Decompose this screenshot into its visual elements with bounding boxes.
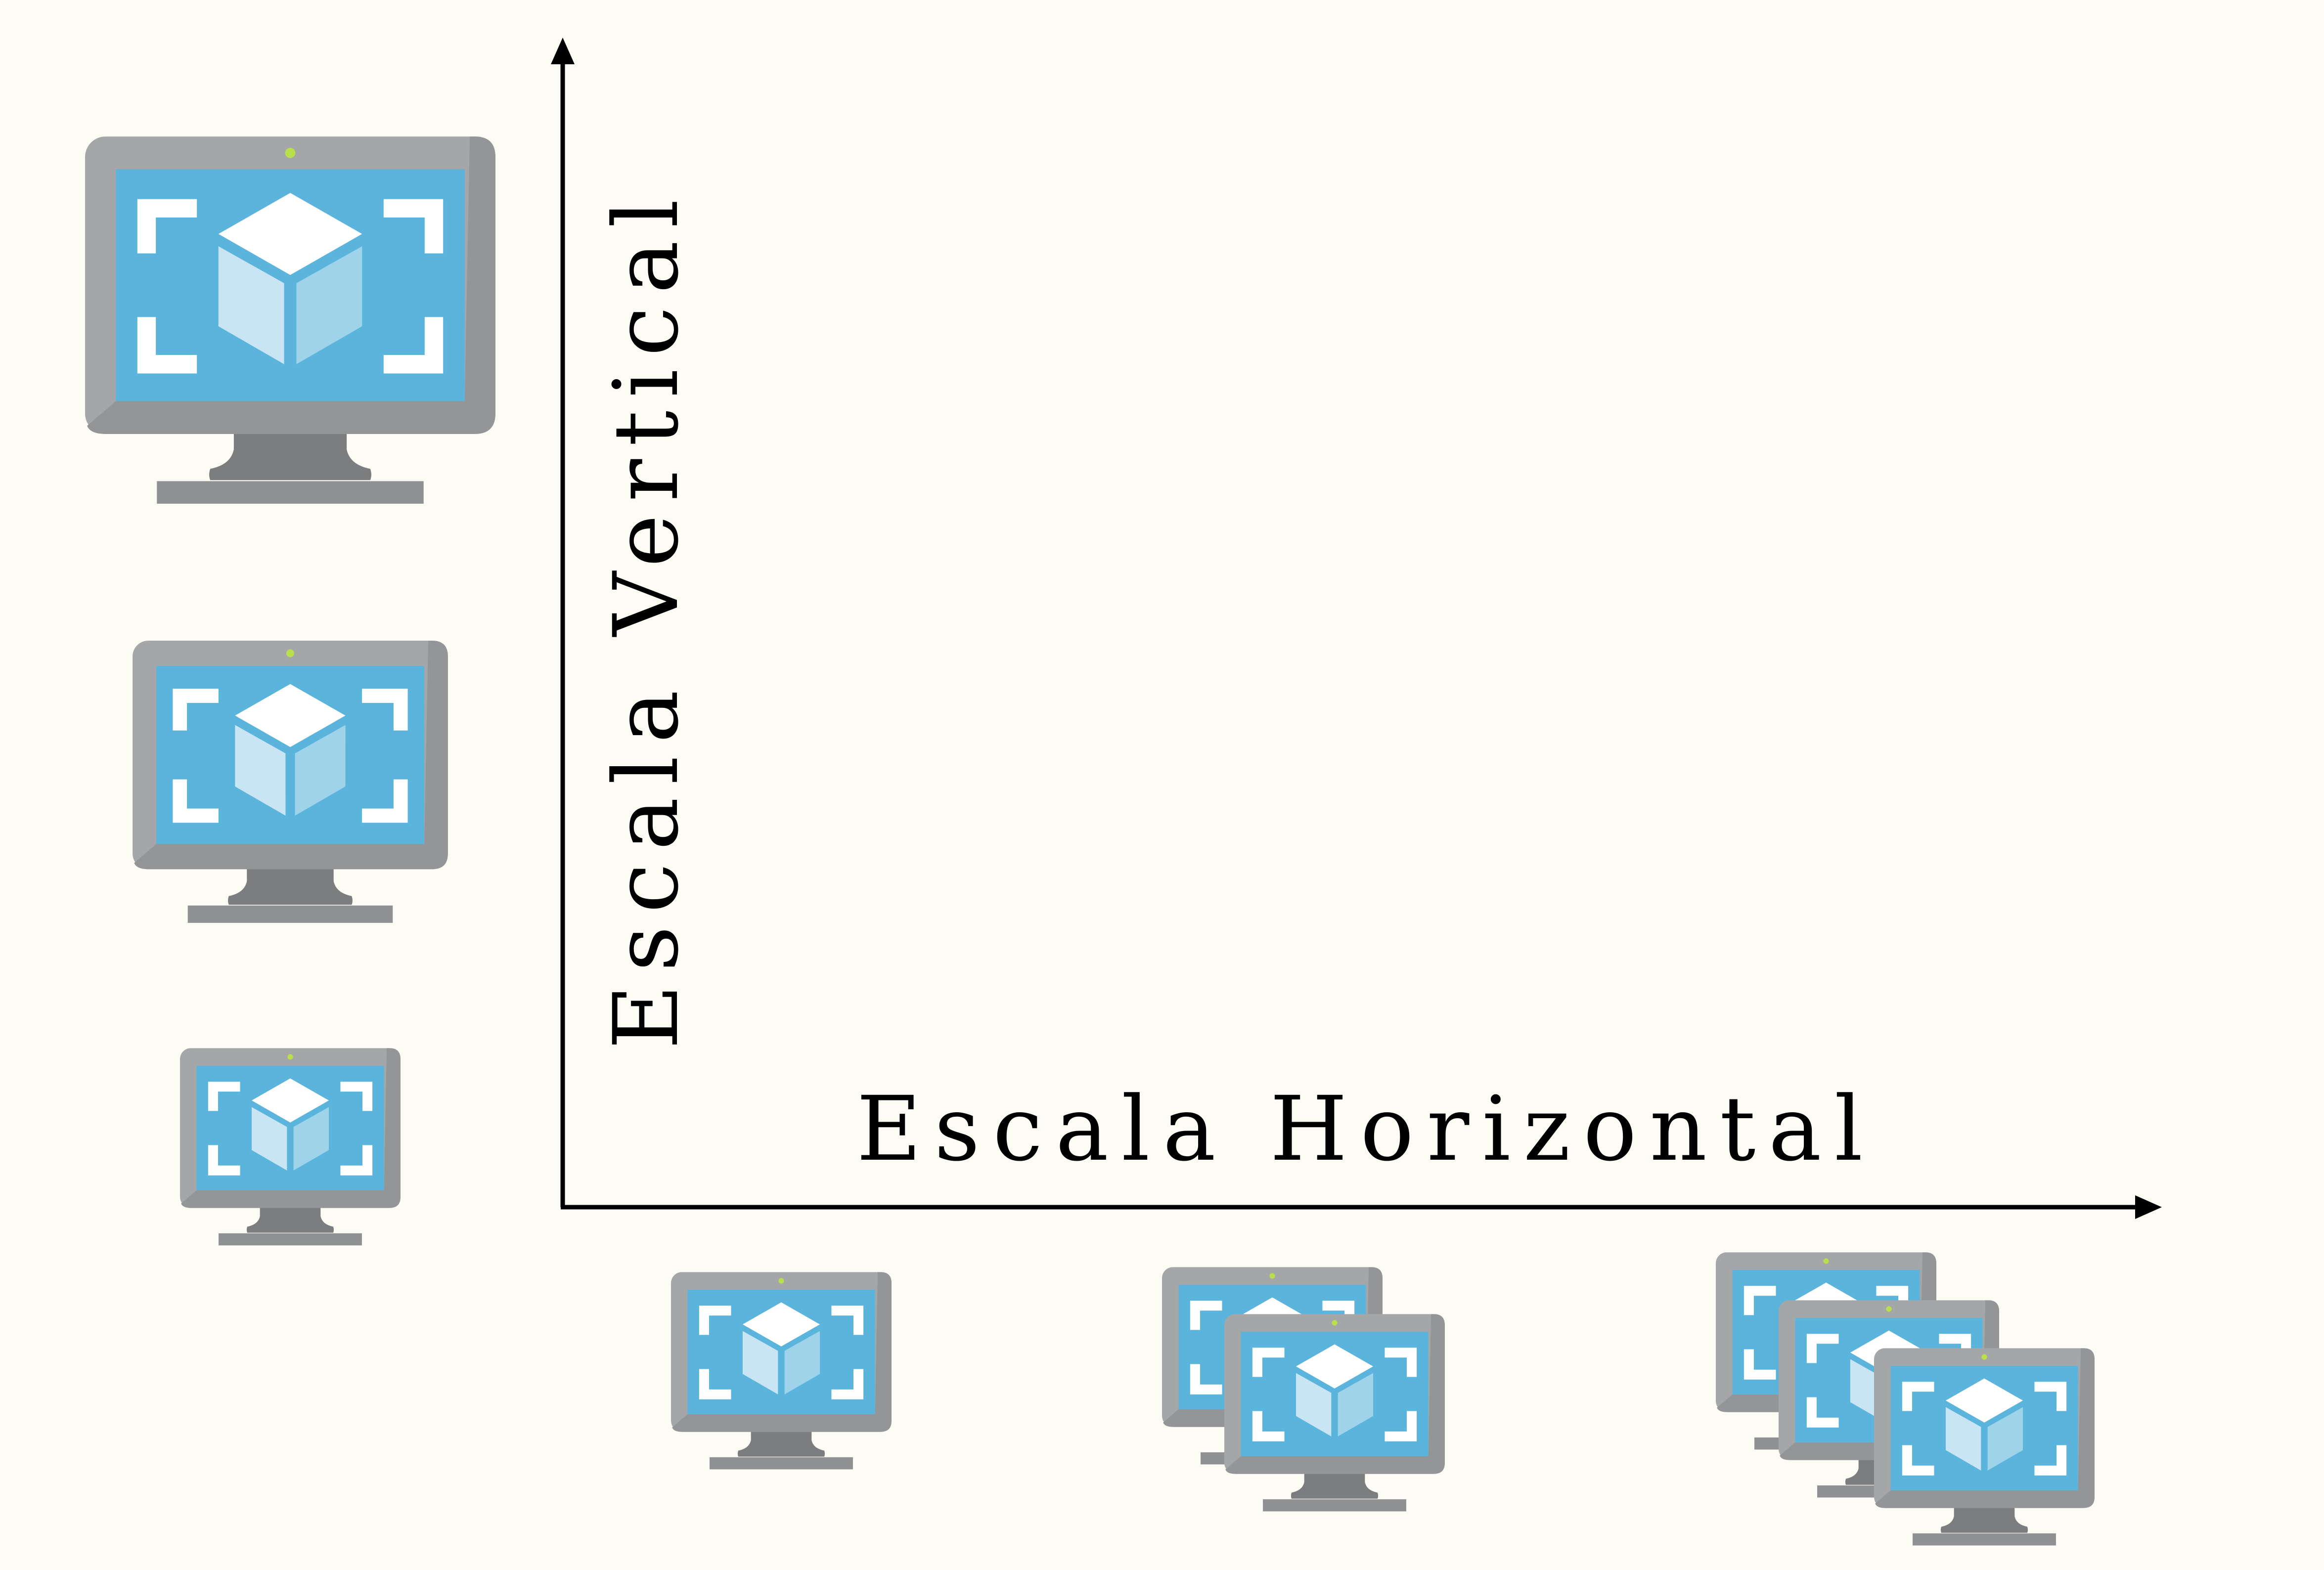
virtual-machine-icon — [1874, 1348, 2095, 1552]
horizontal-scale-label: Escala Horizontal — [856, 1078, 1876, 1181]
virtual-machine-icon — [180, 1048, 401, 1252]
vertical-scale-label: Escala Vertical — [595, 186, 698, 1049]
virtual-machine-icon — [671, 1272, 892, 1476]
virtual-machine-icon — [85, 136, 495, 516]
virtual-machine-icon — [133, 641, 448, 932]
virtual-machine-icon — [1224, 1314, 1445, 1518]
